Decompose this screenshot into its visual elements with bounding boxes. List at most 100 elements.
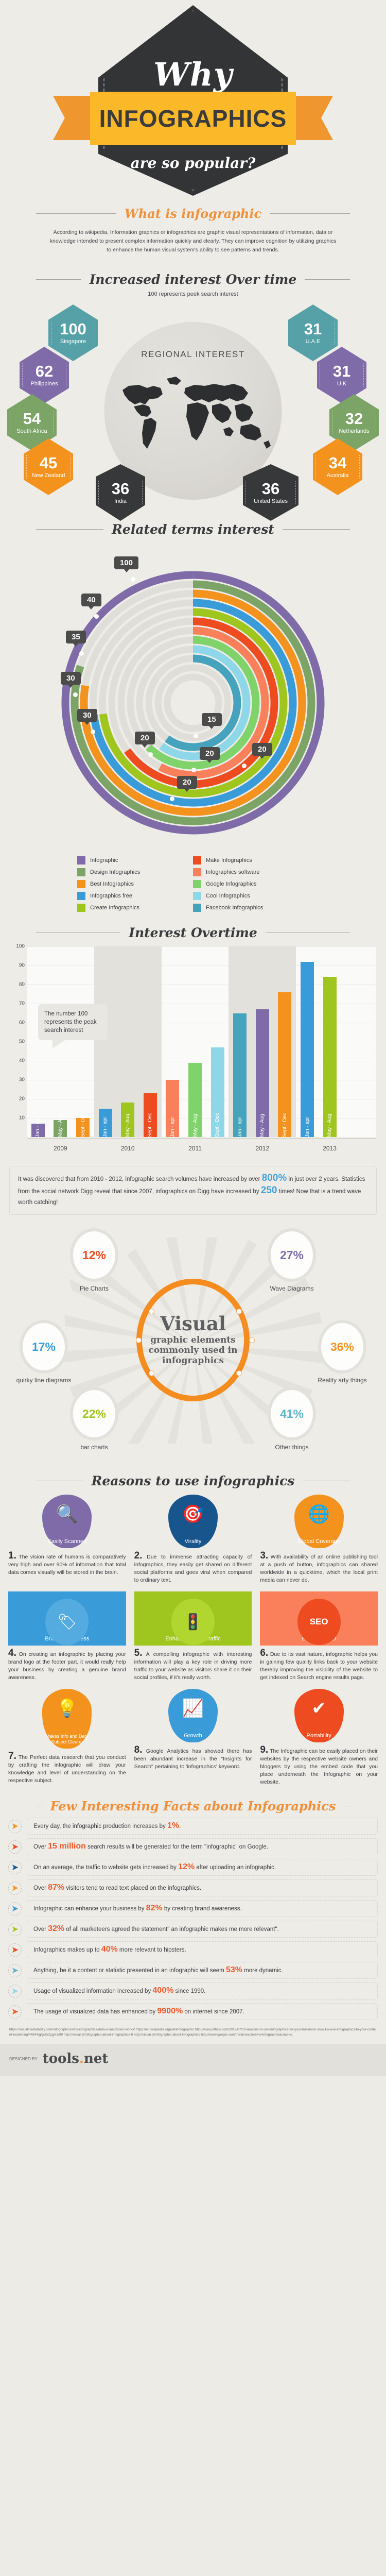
stat-800-percent: 800% <box>261 1173 287 1183</box>
legend-item: Google Infographics <box>193 880 309 888</box>
country-name: Netherlands <box>339 428 370 434</box>
fact-row: ➤ The usage of visualized data has enhanc… <box>8 2003 378 2020</box>
rule-left <box>36 529 104 530</box>
radial-value-label: 40 <box>81 594 101 609</box>
target-icon: 🎯 <box>182 1504 204 1524</box>
country-name: U.A.E <box>305 338 321 345</box>
footer: DESIGNED BY tools.net <box>0 2044 386 2076</box>
radial-point <box>94 614 99 619</box>
bullet-circle: ➤ <box>8 1963 22 1977</box>
footer-logo-dot: . <box>79 2051 84 2066</box>
x-axis-year-label: 2013 <box>323 1145 337 1152</box>
reason-number: 1. <box>8 1550 16 1561</box>
badge-dashed-border <box>245 467 296 518</box>
bar: May - Aug <box>54 1114 67 1137</box>
bar: May - Aug <box>323 977 337 1137</box>
bar-period-label: Jan - apr <box>102 1116 109 1137</box>
y-axis-tick: 80 <box>19 981 25 988</box>
fact-text-box: Over 32% of all marketeers agreed the st… <box>27 1921 378 1938</box>
x-axis-year-label: 2011 <box>188 1145 202 1152</box>
country-value: 34 <box>328 454 347 472</box>
map-label: REGIONAL INTEREST <box>141 349 245 359</box>
visual-percent: 36% <box>330 1340 355 1353</box>
reasons-row: 🔍 Easily Scanned 1. The vision rate of h… <box>8 1495 378 1584</box>
rule-left <box>36 213 116 214</box>
page-title: INFOGRAPHICS <box>99 105 287 132</box>
fact-text-suffix: after uploading an infographic. <box>195 1865 276 1871</box>
country-value: 54 <box>23 410 41 428</box>
footer-logo-tld: net <box>83 2051 109 2066</box>
section-header-reasons: Reasons to use infographics <box>36 1473 350 1488</box>
y-axis-tick: 40 <box>19 1058 25 1064</box>
y-axis-tick: 70 <box>19 1001 25 1007</box>
globe-icon: 🌐 <box>308 1504 330 1524</box>
reason-banner: 🏷 <box>8 1591 126 1645</box>
reason-text: Due to immense attracting capacity of in… <box>134 1554 252 1583</box>
fact-text-prefix: Infographics makes up to <box>33 1947 101 1953</box>
bar-period-label: Sept - Dec <box>80 1112 86 1137</box>
fact-row: ➤ On an average, the traffic to website g… <box>8 1859 378 1876</box>
fact-text-suffix: visitors tend to read text placed on the… <box>64 1885 202 1891</box>
traffic-light-icon: 🚦 <box>171 1599 215 1645</box>
country-name: Singapore <box>60 338 86 345</box>
radial-point <box>194 734 198 738</box>
bar-period-label: Jan - apr <box>304 1116 310 1137</box>
visual-percent: 17% <box>31 1340 56 1353</box>
fact-highlight-number: 1% <box>167 1821 180 1830</box>
bar-period-label: May - Aug <box>327 1113 333 1137</box>
fact-highlight-number: 12% <box>178 1862 195 1871</box>
section-header-related: Related terms interest <box>36 522 350 537</box>
radial-value-label: 30 <box>61 672 81 688</box>
bullet-circle: ➤ <box>8 1860 22 1874</box>
reason-text: The Perfect data research that you condu… <box>8 1754 126 1784</box>
reason-card-2: 🎯 Virality 2. Due to immense attracting … <box>134 1495 252 1584</box>
radial-legend: Infographic Make Infographics Design Inf… <box>77 856 309 912</box>
reason-card-7: 💡 Makes Info and Data Subject Clearer 7.… <box>8 1689 126 1786</box>
fact-row: ➤ Over 15 million search results will be … <box>8 1838 378 1855</box>
rule-right <box>305 279 350 280</box>
radial-value-label: 20 <box>177 776 197 792</box>
reason-text: The Infographic can be easily placed on … <box>260 1748 378 1785</box>
reason-text-block: 3. With availability of an online publis… <box>260 1550 378 1584</box>
country-value: 62 <box>35 362 54 380</box>
header-why-text: Why <box>153 56 233 93</box>
bar-period-label: Jan - apr <box>35 1116 41 1137</box>
footer-logo-name: tools <box>42 2051 79 2066</box>
arrow-icon: ➤ <box>11 1883 19 1893</box>
legend-swatch <box>77 880 85 888</box>
y-axis-tick: 90 <box>19 962 25 969</box>
reason-number: 3. <box>260 1550 269 1561</box>
country-value: 36 <box>111 480 130 498</box>
reasons-row: 💡 Makes Info and Data Subject Clearer 7.… <box>8 1689 378 1786</box>
check-icon: ✔ <box>311 1699 326 1718</box>
legend-swatch <box>193 880 201 888</box>
legend-item: Make Infographics <box>193 856 309 865</box>
arrow-icon: ➤ <box>11 1862 19 1872</box>
regional-map-area: REGIONAL INTEREST 100 Singapore <box>0 300 386 522</box>
reason-text: Google Analytics has showed there has be… <box>134 1748 252 1770</box>
fact-text-prefix: Over <box>33 1885 48 1891</box>
visual-caption: Reality arty things <box>318 1377 367 1384</box>
fact-highlight-number: 53% <box>225 1965 242 1974</box>
bar: May - Aug <box>188 1062 202 1137</box>
reason-number: 6. <box>260 1648 269 1658</box>
arrow-icon: ➤ <box>11 1904 19 1913</box>
rule-right <box>270 213 350 214</box>
ribbon-tail-right <box>291 96 333 140</box>
regional-caption: 100 represents peek search interest <box>148 291 238 297</box>
fact-text-box: Anything, be it a content or statistic p… <box>27 1962 378 1979</box>
legend-swatch <box>77 868 85 876</box>
reason-card-4: 🏷 Brand Awareness 4. On creating an info… <box>8 1591 126 1682</box>
stat-note: It was discovered that from 2010 - 2012,… <box>9 1166 377 1215</box>
reason-card-1: 🔍 Easily Scanned 1. The vision rate of h… <box>8 1495 126 1584</box>
fact-highlight-number: 87% <box>48 1883 65 1892</box>
legend-swatch <box>193 892 201 900</box>
arrow-icon: ➤ <box>11 1821 19 1831</box>
badge-dashed-border <box>26 442 71 492</box>
gridline <box>27 946 376 947</box>
ribbon-tail-left <box>53 96 95 140</box>
reason-badge: 🌐 Global Coverage <box>294 1495 344 1548</box>
reason-name: Growth <box>184 1733 202 1739</box>
x-axis: 2009 2010 2011 2012 2013 <box>27 1138 376 1161</box>
radial-point <box>242 764 247 768</box>
